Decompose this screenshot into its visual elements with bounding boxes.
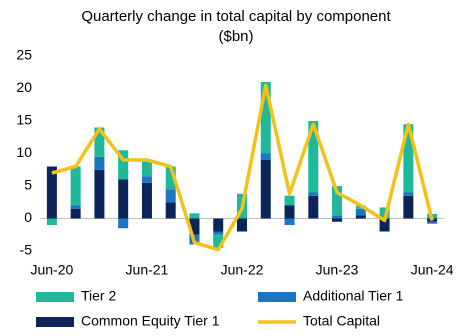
y-tick-label: 0 (24, 209, 32, 225)
bar-segment (94, 156, 105, 170)
bar-segment (260, 153, 271, 160)
bar-segment (403, 192, 414, 196)
bar-segment (70, 205, 81, 209)
bar-segment (213, 234, 224, 248)
bar-segment (308, 192, 319, 196)
bar-segment (141, 160, 152, 177)
bar-segment (165, 166, 176, 190)
chart-subtitle: ($bn) (218, 28, 253, 45)
legend-label: Common Equity Tier 1 (81, 313, 220, 329)
bar-segment (284, 195, 295, 206)
bar-segment (284, 218, 295, 225)
bar-segment (165, 189, 176, 203)
bar-segment (141, 182, 152, 219)
x-tick-label: Jun-21 (126, 262, 169, 278)
bar-segment (237, 218, 247, 232)
bar-segment (355, 208, 366, 216)
legend-label: Additional Tier 1 (303, 288, 404, 304)
bar-segment (141, 176, 152, 183)
bar-segment (118, 150, 129, 180)
bar-segment (403, 195, 414, 219)
bar-segment (284, 205, 295, 219)
bar-segment (260, 160, 271, 219)
chart-title: Quarterly change in total capital by com… (81, 8, 391, 25)
legend-swatch (36, 292, 74, 302)
bar-segment (427, 221, 438, 224)
legend-label: Total Capital (303, 313, 380, 329)
x-tick-label: Jun-23 (316, 262, 359, 278)
bar-segment (308, 195, 319, 219)
bar-segment (332, 186, 343, 216)
bar-segment (118, 179, 129, 219)
x-tick-label: Jun-22 (221, 262, 264, 278)
legend-swatch (258, 292, 296, 302)
legend-label: Tier 2 (81, 288, 116, 304)
bar-segment (118, 218, 129, 229)
y-tick-label: 20 (16, 79, 32, 95)
bar-segment (94, 127, 105, 157)
y-tick-label: 5 (24, 177, 32, 193)
y-tick-label: -5 (20, 242, 33, 258)
bar-segment (332, 218, 343, 222)
total-line (51, 83, 434, 252)
y-tick-label: 25 (16, 47, 32, 63)
x-tick-label: Jun-24 (411, 262, 454, 278)
bar-segment (46, 166, 57, 219)
bar-segment (94, 169, 105, 219)
bar-segment (165, 202, 176, 219)
bar-segment (46, 218, 57, 225)
x-tick-label: Jun-20 (30, 262, 73, 278)
bar-segment (260, 82, 271, 154)
legend-swatch (36, 317, 74, 327)
bar-segment (189, 218, 200, 235)
bar-segment (332, 215, 343, 219)
bar-segment (355, 215, 366, 219)
bar-segment (379, 207, 390, 219)
bar-segment (189, 213, 200, 219)
bar-segment (70, 208, 81, 219)
bar-segment (213, 231, 224, 235)
y-tick-label: 15 (16, 112, 32, 128)
bar-segment (213, 218, 224, 232)
bar-segment (379, 218, 390, 232)
y-tick-label: 10 (16, 144, 32, 160)
bar-segment (403, 124, 414, 193)
bar-segment (70, 166, 81, 206)
bar-segment (308, 121, 319, 193)
